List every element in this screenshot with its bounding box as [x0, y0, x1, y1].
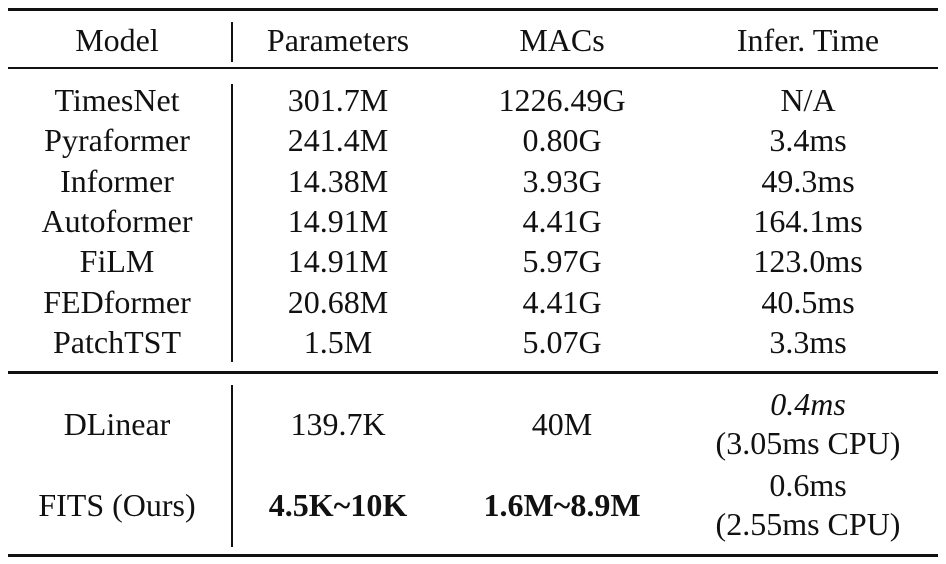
table-cell: (2.55ms CPU) [715, 506, 901, 542]
table-cell: PatchTST [53, 323, 181, 360]
header-rule [8, 67, 938, 69]
table-cell: 4.41G [522, 202, 602, 239]
table-cell: 5.07G [522, 323, 602, 360]
table-cell: 49.3ms [761, 162, 855, 199]
table-cell: 164.1ms [753, 202, 863, 239]
top-rule [8, 8, 938, 11]
table-cell: DLinear [63, 406, 171, 442]
table-cell: N/A [780, 82, 836, 118]
header-cell: Parameters [266, 22, 410, 58]
table-cell: 0.4ms [770, 386, 846, 422]
table-cell: FEDformer [43, 283, 191, 320]
table-cell: 123.0ms [753, 243, 863, 280]
table-cell: 14.38M [287, 162, 389, 199]
table-cell: FITS (Ours) [38, 487, 196, 523]
table-cell: Pyraformer [44, 122, 190, 159]
table-cell: Autoformer [41, 202, 193, 239]
header-cell: MACs [519, 22, 605, 58]
table-cell: 4.41G [522, 283, 602, 320]
group-rule [8, 371, 938, 374]
bottom-rule [8, 554, 938, 557]
header-cell: Model [75, 22, 159, 58]
table-cell: 1.6M~8.9M [483, 487, 641, 523]
table-cell: 5.97G [522, 243, 602, 280]
table-cell: 3.4ms [769, 122, 847, 159]
table-cell: 1.5M [303, 323, 373, 360]
table-cell: 3.93G [522, 162, 602, 199]
table-cell: 241.4M [287, 122, 389, 159]
table-cell: 0.6ms [769, 467, 847, 503]
table-cell: 0.80G [522, 122, 602, 159]
table-cell: 40M [531, 406, 593, 442]
table-cell: 40.5ms [761, 283, 855, 320]
table-cell: (3.05ms CPU) [715, 425, 901, 461]
table-cell: 14.91M [287, 243, 389, 280]
table-cell: FiLM [79, 243, 155, 280]
table-cell: 301.7M [287, 82, 389, 118]
column-divider [231, 22, 233, 62]
table-cell: 14.91M [287, 202, 389, 239]
table-cell: TimesNet [54, 82, 180, 118]
table-cell: 4.5K~10K [268, 487, 408, 523]
table-cell: Informer [60, 162, 174, 199]
table-cell: 20.68M [287, 283, 389, 320]
table-cell: 3.3ms [769, 323, 847, 360]
table-cell: 1226.49G [498, 82, 626, 118]
table-cell: 139.7K [290, 406, 386, 442]
header-cell: Infer. Time [736, 22, 880, 58]
column-divider [231, 84, 233, 362]
column-divider [231, 385, 233, 547]
